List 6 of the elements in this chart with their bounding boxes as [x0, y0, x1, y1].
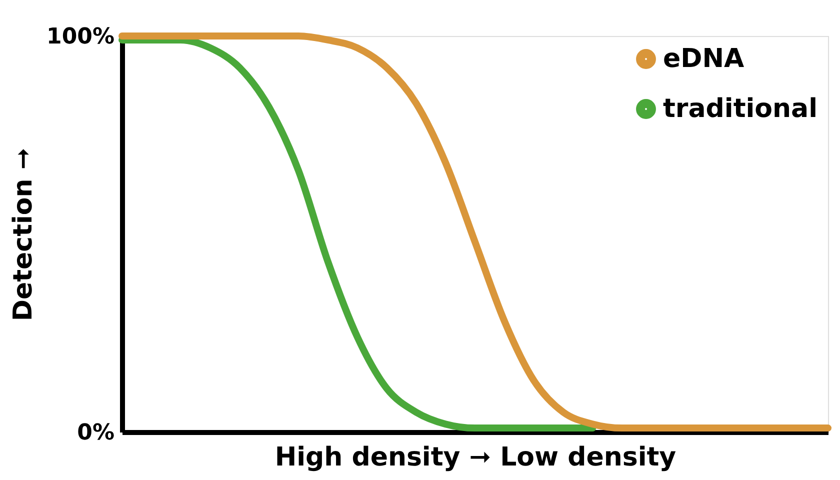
- y-axis-title: Detection ➞: [8, 148, 39, 322]
- y-tick-label: 0%: [77, 420, 114, 446]
- x-axis-title: High density ➞ Low density: [274, 442, 676, 472]
- legend-label: eDNA: [663, 44, 744, 74]
- y-tick-label: 100%: [46, 24, 114, 50]
- legend-label: traditional: [663, 94, 818, 124]
